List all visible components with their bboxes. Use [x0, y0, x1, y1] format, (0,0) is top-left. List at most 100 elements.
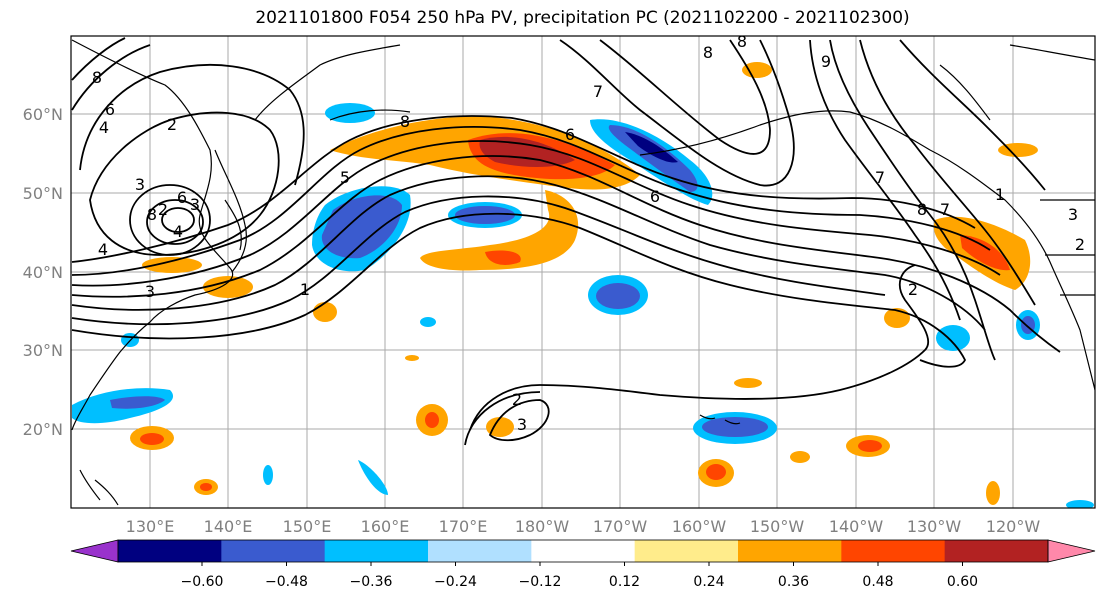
coastlines — [71, 39, 1095, 506]
contour-label: 1 — [995, 185, 1005, 204]
contour-label: 4 — [173, 222, 183, 241]
precip-negative-area — [596, 283, 640, 309]
latitude-label: 60°N — [23, 105, 63, 124]
contour-label: 4 — [99, 118, 109, 137]
graticule — [71, 36, 1095, 508]
precip-positive-area — [142, 257, 202, 273]
latitude-label: 50°N — [23, 184, 63, 203]
precip-positive-area — [986, 481, 1000, 505]
colorbar-segment — [118, 540, 222, 562]
contour-label: 8 — [147, 205, 157, 224]
longitude-label: 180°W — [515, 517, 570, 536]
colorbar-tick-label: 0.60 — [947, 574, 978, 590]
contour-label: 8 — [703, 43, 713, 62]
colorbar-segment — [531, 540, 636, 562]
contour-label: 2 — [908, 280, 918, 299]
longitude-label: 130°W — [907, 517, 962, 536]
precip-negative-area — [608, 125, 698, 192]
precip-positive-area — [742, 62, 772, 78]
map-title: 2021101800 F054 250 hPa PV, precipitatio… — [255, 8, 910, 28]
colorbar-segment — [221, 540, 326, 562]
contour-label: 2 — [167, 115, 177, 134]
map-frame — [70, 35, 1096, 509]
precip-positive-area — [313, 302, 337, 322]
longitude-label: 170°W — [593, 517, 648, 536]
contour-label: 6 — [105, 100, 115, 119]
colorbar-tick-label: 0.36 — [778, 574, 809, 590]
colorbar-tick-labels: −0.60 −0.48 −0.36 −0.24 −0.12 0.12 0.24 0.36 0.4… — [181, 562, 978, 590]
precip-positive-area — [200, 483, 212, 491]
precip-negative-area — [1066, 500, 1094, 508]
longitude-label: 170°E — [439, 517, 488, 536]
contour-label: 9 — [821, 52, 831, 71]
colorbar-tick-label: −0.24 — [434, 574, 477, 590]
colorbar-segment — [944, 540, 1049, 562]
precip-positive-area — [858, 440, 882, 452]
precip-positive-area — [998, 143, 1038, 157]
latitude-labels: 60°N 50°N 40°N 30°N 20°N — [23, 105, 63, 439]
colorbar — [70, 539, 1096, 563]
pv-contours — [71, 37, 1061, 446]
contour-label: 8 — [917, 200, 927, 219]
contour-label: 3 — [1068, 205, 1078, 224]
contour-label: 2 — [512, 390, 522, 409]
colorbar-extend-min — [70, 539, 119, 563]
colorbar-tick-label: −0.48 — [265, 574, 308, 590]
precip-negative-area — [263, 465, 273, 485]
precip-negative-area — [702, 417, 768, 437]
contour-label: 1 — [300, 280, 310, 299]
colorbar-segment — [428, 540, 532, 562]
precip-negative-area — [625, 132, 678, 163]
precip-positive-area — [790, 451, 810, 463]
colorbar-tick-label: 0.48 — [862, 574, 893, 590]
precip-positive-area — [420, 190, 579, 271]
precip-positive-area — [479, 136, 575, 167]
contour-label: 8 — [92, 68, 102, 87]
precip-positive-area — [140, 433, 164, 445]
latitude-label: 40°N — [23, 263, 63, 282]
contour-label: 3 — [190, 195, 200, 214]
contour-label: 6 — [565, 125, 575, 144]
precip-negative-area — [110, 396, 165, 409]
latitude-label: 30°N — [23, 341, 63, 360]
longitude-label: 130°E — [126, 517, 175, 536]
colorbar-segment — [324, 540, 429, 562]
contour-label: 8 — [737, 32, 747, 51]
longitude-label: 160°E — [361, 517, 410, 536]
colorbar-tick-label: 0.12 — [609, 574, 640, 590]
precip-positive-area — [405, 355, 419, 361]
longitude-labels: 130°E 140°E 150°E 160°E 170°E 180°W 170°W 160°W… — [126, 517, 1041, 536]
colorbar-tick-label: 0.24 — [693, 574, 724, 590]
colorbar-tick-label: −0.12 — [519, 574, 562, 590]
precip-positive-area — [486, 417, 514, 437]
contour-label: 6 — [650, 187, 660, 206]
precip-negative-area — [358, 460, 388, 495]
contour-label: 8 — [400, 112, 410, 131]
precip-positive-area — [203, 276, 253, 298]
contour-label: 2 — [1075, 235, 1085, 254]
precip-positive-area — [425, 412, 439, 428]
colorbar-extend-max — [1047, 539, 1096, 563]
contour-label: 7 — [875, 168, 885, 187]
contour-label: 3 — [145, 282, 155, 301]
contour-label: 7 — [940, 200, 950, 219]
contour-label: 3 — [517, 415, 527, 434]
colorbar-tick-label: −0.60 — [181, 574, 224, 590]
colorbar-segment — [634, 540, 739, 562]
contour-label: 5 — [340, 168, 350, 187]
colorbar-segment — [841, 540, 946, 562]
contour-label: 2 — [158, 200, 168, 219]
contour-label: 7 — [593, 82, 603, 101]
longitude-label: 150°W — [750, 517, 805, 536]
precip-positive-area — [485, 250, 521, 265]
precip-positive-area — [960, 235, 1010, 271]
colorbar-segment — [738, 540, 842, 562]
longitude-label: 140°E — [204, 517, 253, 536]
precip-negative-area — [936, 325, 970, 351]
longitude-label: 120°W — [986, 517, 1041, 536]
contour-label: 3 — [135, 175, 145, 194]
precip-negative-area — [420, 317, 436, 327]
longitude-label: 140°W — [829, 517, 884, 536]
